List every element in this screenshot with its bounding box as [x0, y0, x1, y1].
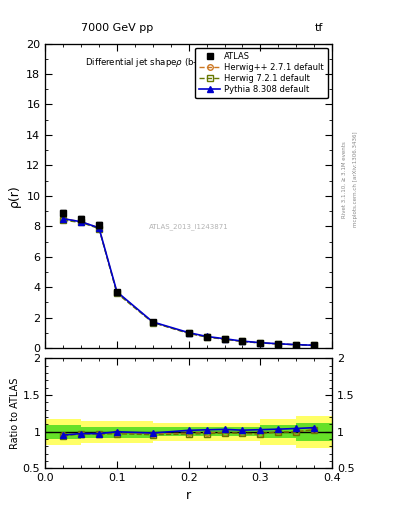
Text: Rivet 3.1.10, ≥ 3.1M events: Rivet 3.1.10, ≥ 3.1M events [342, 141, 346, 218]
Y-axis label: Ratio to ATLAS: Ratio to ATLAS [10, 378, 20, 449]
Text: Differential jet shape$\rho$ (b-jets, p$_\mathregular{T}$>70, |η| < 2.5): Differential jet shape$\rho$ (b-jets, p$… [85, 56, 292, 69]
Text: 7000 GeV pp: 7000 GeV pp [81, 23, 153, 33]
Text: tf: tf [315, 23, 323, 33]
Text: ATLAS_2013_I1243871: ATLAS_2013_I1243871 [149, 223, 228, 230]
Y-axis label: ρ(r): ρ(r) [7, 184, 21, 207]
Legend: ATLAS, Herwig++ 2.7.1 default, Herwig 7.2.1 default, Pythia 8.308 default: ATLAS, Herwig++ 2.7.1 default, Herwig 7.… [195, 48, 328, 98]
X-axis label: r: r [186, 489, 191, 502]
Text: mcplots.cern.ch [arXiv:1306.3436]: mcplots.cern.ch [arXiv:1306.3436] [353, 132, 358, 227]
